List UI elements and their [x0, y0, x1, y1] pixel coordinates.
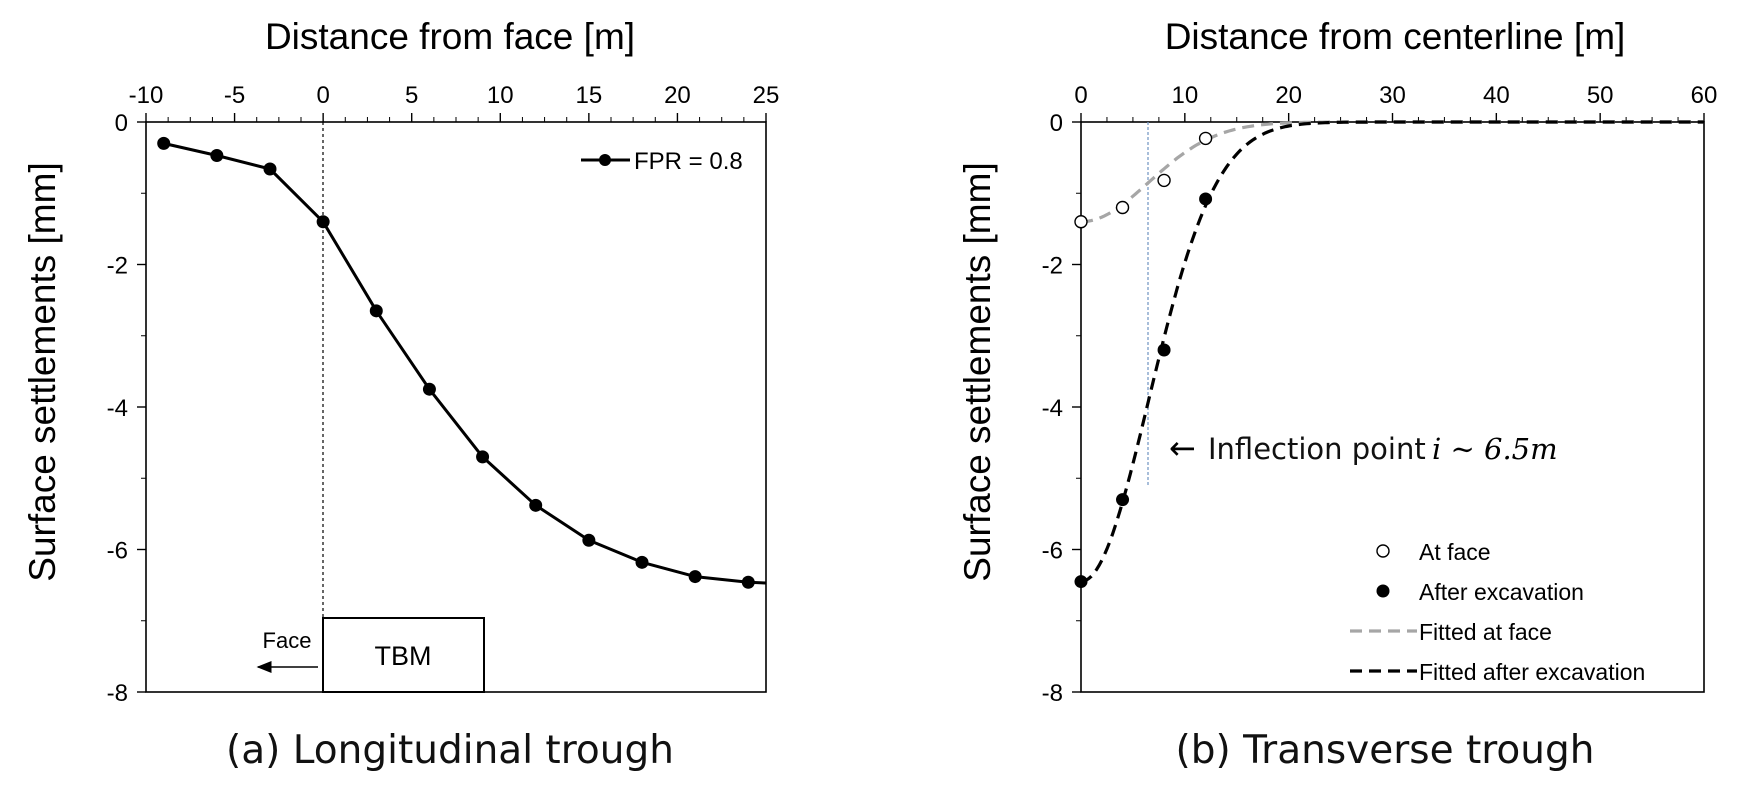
panel-b-x-ticks: 0 10 20 30 40 50 60: [1074, 82, 1717, 122]
panel-a-x-tick-label: -10: [129, 82, 164, 109]
panel-b-x-tick-label: 0: [1074, 82, 1087, 109]
series-fpr-point: [688, 570, 702, 584]
tbm-box: [322, 617, 485, 693]
at-face-point: [1074, 215, 1088, 229]
panel-a-xlabel: Distance from face [m]: [265, 16, 635, 57]
series-fpr-point: [529, 498, 543, 512]
series-fpr-point: [476, 450, 490, 464]
series-fpr-point: [157, 136, 171, 150]
panel-b-x-tick-label: 50: [1587, 82, 1614, 109]
panel-a-ylabel: Surface settlements [mm]: [22, 162, 63, 581]
panel-a-x-tick-label: -5: [224, 82, 245, 109]
legend-fpr-marker: [599, 154, 611, 166]
tbm-label: TBM: [375, 641, 432, 671]
panel-b-legend: At face After excavation Fitted at face …: [1350, 539, 1645, 685]
panel-b-x-tick-label: 20: [1275, 82, 1302, 109]
series-fpr-point: [369, 304, 383, 318]
legend-after-excavation-marker: [1376, 584, 1390, 598]
at-face-point: [1157, 173, 1171, 188]
at-face-point: [1115, 200, 1130, 215]
panel-b-x-tick-label: 30: [1379, 82, 1406, 109]
series-fpr-point: [582, 533, 596, 547]
after-excavation-point: [1074, 575, 1088, 589]
panel-a-plot-frame: [145, 121, 767, 693]
panel-b-caption: (b) Transverse trough: [1176, 728, 1595, 773]
panel-b-points: [1074, 131, 1213, 589]
panel-a-x-tick-label: 25: [753, 82, 780, 109]
after-excavation-point: [1157, 343, 1171, 357]
fitted-at-face-curve: [1080, 120, 1704, 224]
panel-b-y-tick-label: -6: [1042, 538, 1063, 565]
series-fpr-point: [316, 215, 330, 229]
face-label: Face: [263, 628, 312, 653]
panel-a-y-tick-label: -2: [107, 253, 128, 280]
panel-b-x-tick-label: 10: [1171, 82, 1198, 109]
panel-a-y-tick-label: -4: [107, 395, 128, 422]
series-fpr-point: [741, 575, 755, 589]
panel-a-x-tick-label: 0: [316, 82, 329, 109]
inflection-arrow: ←: [1169, 429, 1196, 467]
panel-a-x-tick-label: 15: [576, 82, 603, 109]
after-excavation-point: [1199, 192, 1213, 206]
panel-a-y-tick-label: -6: [107, 538, 128, 565]
series-fpr-line: [163, 141, 767, 585]
panel-a-x-tick-label: 10: [487, 82, 514, 109]
series-fpr-point: [263, 162, 277, 176]
legend-at-face-label: At face: [1419, 539, 1491, 565]
panel-a: Distance from face [m] -10 -5 0 5 10 15 20 25 0…: [22, 16, 779, 773]
panel-a-y-tick-label: 0: [115, 110, 128, 137]
panel-a-x-tick-label: 5: [405, 82, 418, 109]
legend-fitted-at-face-label: Fitted at face: [1419, 619, 1552, 645]
panel-a-y-tick-label: -8: [107, 680, 128, 707]
panel-a-caption: (a) Longitudinal trough: [226, 728, 674, 773]
fitted-after-excavation-curve: [1080, 120, 1704, 584]
panel-b: Distance from centerline [m] 0 10 20 30 40 50…: [957, 16, 1717, 773]
panel-a-y-ticks: 0 -2 -4 -6 -8: [107, 110, 146, 707]
panel-b-ylabel: Surface settlements [mm]: [957, 162, 998, 581]
legend-at-face-marker: [1376, 544, 1390, 558]
series-fpr-point: [635, 555, 649, 569]
at-face-point: [1198, 131, 1213, 146]
after-excavation-point: [1116, 493, 1130, 507]
panel-b-y-tick-label: 0: [1050, 110, 1063, 137]
panel-b-x-tick-label: 40: [1483, 82, 1510, 109]
legend-after-excavation-label: After excavation: [1419, 579, 1584, 605]
series-fpr-point: [422, 382, 436, 396]
panel-a-series: [157, 136, 767, 589]
panel-b-y-tick-label: -2: [1042, 253, 1063, 280]
panel-a-x-tick-label: 20: [664, 82, 691, 109]
legend-fpr-label: FPR = 0.8: [634, 148, 743, 175]
panel-b-xlabel: Distance from centerline [m]: [1165, 16, 1626, 57]
panel-b-y-tick-label: -8: [1042, 680, 1063, 707]
inflection-text: Inflection point: [1208, 432, 1426, 466]
panel-a-legend: FPR = 0.8: [581, 148, 743, 175]
panel-a-x-ticks: -10 -5 0 5 10 15 20 25: [129, 82, 780, 122]
panel-b-y-tick-label: -4: [1042, 395, 1063, 422]
legend-fitted-after-excavation-label: Fitted after excavation: [1419, 659, 1645, 685]
panel-b-x-tick-label: 60: [1691, 82, 1718, 109]
inflection-math: i ∼ 6.5m: [1432, 432, 1558, 466]
panel-b-plot-frame: [1080, 121, 1705, 693]
panel-b-y-ticks: 0 -2 -4 -6 -8: [1042, 110, 1081, 707]
panel-b-fitted-curves: [1080, 120, 1704, 584]
series-fpr-point: [210, 148, 224, 162]
